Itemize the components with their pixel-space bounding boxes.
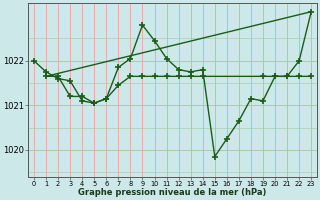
X-axis label: Graphe pression niveau de la mer (hPa): Graphe pression niveau de la mer (hPa) [78, 188, 267, 197]
